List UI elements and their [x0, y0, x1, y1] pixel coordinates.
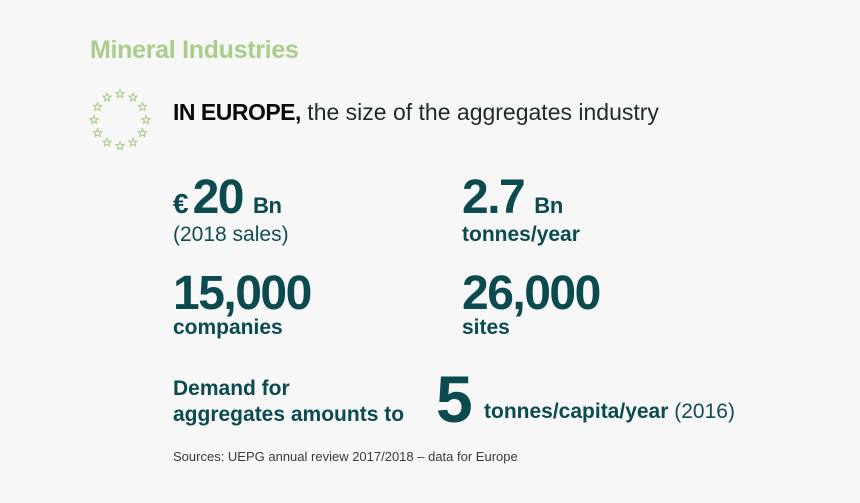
stat-tonnes: 2.7 Bn tonnes/year	[462, 174, 580, 247]
sales-label: (2018 sales)	[173, 223, 289, 246]
sites-value: 26,000	[462, 267, 601, 320]
star-icon	[127, 136, 139, 148]
star-icon	[92, 101, 103, 112]
star-icon	[101, 91, 113, 103]
source-note: Sources: UEPG annual review 2017/2018 – …	[173, 449, 518, 464]
demand-line2: aggregates amounts to	[173, 403, 405, 426]
star-icon	[92, 127, 103, 138]
eu-stars-icon	[88, 88, 152, 151]
demand-unit-line: tonnes/capita/year (2016)	[484, 400, 735, 424]
stat-sites: 26,000 sites	[462, 267, 601, 340]
star-icon	[140, 114, 152, 125]
page-title: Mineral Industries	[90, 36, 299, 64]
sites-label: sites	[462, 316, 510, 339]
star-icon	[114, 88, 126, 99]
star-icon	[101, 136, 113, 148]
companies-value: 15,000	[173, 267, 312, 320]
star-icon	[137, 101, 148, 112]
demand-year: (2016)	[674, 400, 735, 423]
companies-label: companies	[173, 316, 283, 339]
demand-text: Demand for aggregates amounts to	[173, 376, 404, 428]
tonnes-value: 2.7	[462, 171, 526, 224]
stat-sales: € 20 Bn (2018 sales)	[173, 174, 289, 247]
sales-value: 20	[192, 171, 245, 224]
star-icon	[137, 127, 148, 138]
stat-companies: 15,000 companies	[173, 267, 312, 340]
star-icon	[127, 91, 139, 103]
tonnes-unit: Bn	[534, 193, 563, 218]
star-icon	[88, 114, 100, 125]
demand-value: 5	[436, 362, 473, 436]
intro-rest: the size of the aggregates industry	[300, 99, 659, 125]
tonnes-label: tonnes/year	[462, 223, 580, 246]
intro-text: IN EUROPE, the size of the aggregates in…	[173, 99, 659, 126]
currency-symbol: €	[173, 188, 189, 219]
star-icon	[114, 140, 126, 151]
demand-line1: Demand for	[173, 377, 290, 400]
sales-unit: Bn	[252, 193, 282, 218]
intro-strong: IN EUROPE,	[173, 99, 301, 125]
demand-unit: tonnes/capita/year	[484, 400, 669, 423]
